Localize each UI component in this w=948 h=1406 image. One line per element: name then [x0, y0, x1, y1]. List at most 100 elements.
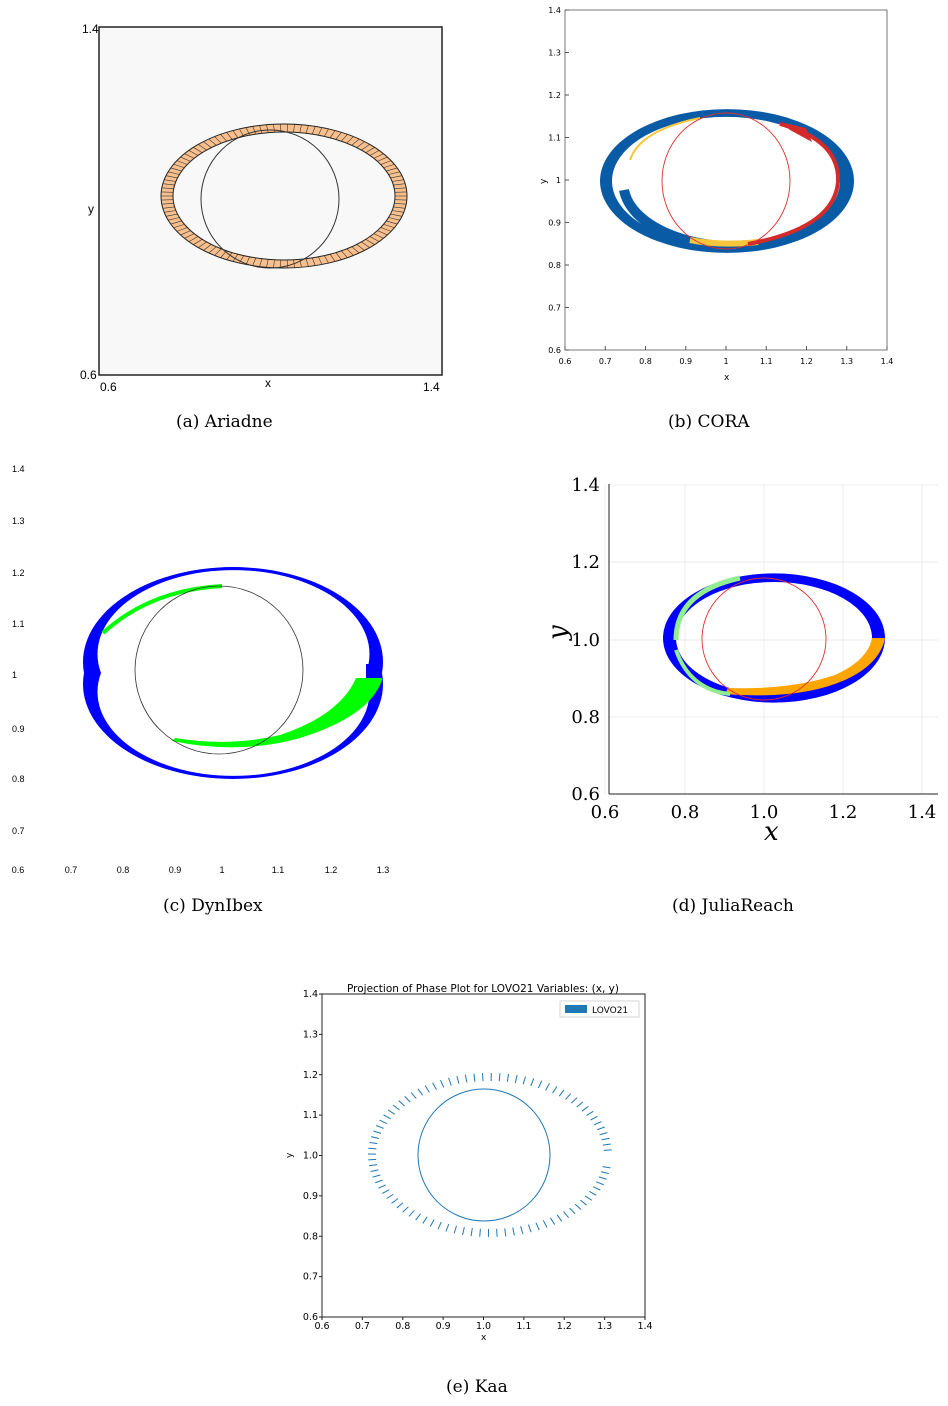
- kaa-reach-segment: [542, 1220, 548, 1228]
- julia-ytick-label: 1.2: [571, 552, 600, 573]
- kaa-reach-segment: [552, 1086, 558, 1094]
- ariadne-band-segment: [383, 163, 395, 169]
- cora-xtick-label: 0.9: [679, 357, 692, 366]
- kaa-reach-segment: [440, 1079, 445, 1088]
- cora-ylabel: y: [539, 178, 549, 184]
- kaa-reach-segment: [593, 1121, 602, 1126]
- ariadne-band-segment: [188, 150, 199, 156]
- kaa-reach-segment: [432, 1082, 437, 1090]
- cora-xtick-label: 1: [723, 357, 728, 366]
- ariadne-band-segment: [373, 153, 384, 159]
- kaa-ylabel: y: [285, 1152, 295, 1158]
- ariadne-band-segment: [170, 220, 182, 225]
- kaa-ticks: 0.6 0.7 0.8 0.9 1.0 1.1 1.2 1.3 1.4 0.6 0.7 0.8 0.9 1…: [303, 989, 653, 1332]
- kaa-ytick-label: 0.8: [303, 1231, 318, 1242]
- ariadne-band-segment: [245, 256, 250, 265]
- caption-a: (a) Ariadne: [176, 412, 273, 432]
- kaa-reach-segment: [590, 1115, 598, 1121]
- ariadne-plot-area: [98, 26, 443, 376]
- kaa-reach-segment: [448, 1077, 452, 1086]
- ariadne-band-segment: [198, 144, 207, 151]
- kaa-ytick-label: 0.6: [303, 1312, 318, 1323]
- ariadne-band-segment: [305, 258, 309, 267]
- cora-reference-circle: [661, 112, 791, 250]
- julia-reference-circle: [701, 577, 827, 701]
- ariadne-band-segment: [193, 147, 203, 153]
- ariadne-band-segment: [393, 183, 406, 186]
- kaa-reach-segment: [602, 1143, 611, 1146]
- ariadne-band-segment: [318, 127, 323, 136]
- kaa-reach-segment: [424, 1085, 430, 1093]
- kaa-reach-segment: [596, 1126, 605, 1131]
- julia-ytick-label: 1.0: [571, 630, 600, 651]
- kaa-reach-segment: [600, 1171, 609, 1175]
- kaa-reach-segment: [370, 1136, 379, 1139]
- kaa-reach-segment: [464, 1074, 468, 1083]
- ariadne-band-segment: [180, 230, 191, 236]
- ariadne-band-segment: [198, 241, 207, 248]
- ariadne-band-segment: [318, 256, 323, 265]
- kaa-reach-segment: [586, 1110, 594, 1116]
- ariadne-band-segment: [351, 138, 360, 146]
- kaa-reach-segment: [398, 1100, 405, 1107]
- ariadne-band-segment: [377, 156, 388, 162]
- kaa-reach-segment: [422, 1216, 428, 1224]
- ariadne-band-segment: [184, 153, 195, 159]
- julia-green-lower: [674, 649, 731, 696]
- kaa-reach-segment: [556, 1214, 563, 1222]
- chart-cora: 0.6 0.7 0.8 0.9 1 1.1 1.2 1.3 1.4 0.6 0.7 0.8 0.9 1 1.…: [539, 6, 893, 383]
- ariadne-band-segment: [193, 239, 203, 245]
- ariadne-band-segment: [208, 138, 217, 146]
- kaa-reach-segment: [369, 1141, 378, 1145]
- cora-ytick-label: 0.8: [548, 261, 561, 270]
- ariadne-band-segment: [335, 132, 342, 140]
- kaa-reach-segment: [571, 1097, 578, 1104]
- ariadne-band-segment: [392, 210, 404, 213]
- kaa-ytick-label: 1.2: [303, 1070, 318, 1081]
- ariadne-band-segment: [393, 206, 406, 209]
- kaa-reach-segment: [530, 1078, 535, 1087]
- dynibex-xtick-label: 0.7: [65, 865, 78, 875]
- dynibex-xtick-label: 1.1: [272, 865, 285, 875]
- ariadne-band-segment: [329, 254, 336, 262]
- kaa-reach-segment: [375, 1179, 383, 1184]
- chart-kaa: 0.6 0.7 0.8 0.9 1.0 1.1 1.2 1.3 1.4 0.6 0.7 0.8 0.9 1…: [285, 983, 653, 1343]
- kaa-reach-segment: [558, 1089, 565, 1097]
- ariadne-band-segment: [176, 227, 188, 232]
- ariadne-band-segment: [324, 128, 329, 137]
- dynibex-xtick-label: 0.6: [12, 865, 25, 875]
- kaa-xtick-label: 1.2: [557, 1321, 572, 1332]
- ariadne-band-segment: [164, 210, 176, 213]
- ariadne-band-segment: [162, 183, 175, 186]
- ariadne-band-segment: [361, 241, 370, 248]
- kaa-reach-segment: [601, 1137, 610, 1141]
- kaa-reach-segment: [437, 1221, 442, 1230]
- julia-xtick-label: 0.8: [671, 802, 700, 823]
- dynibex-ytick-label: 1.1: [12, 619, 25, 629]
- ariadne-band-segment: [232, 130, 239, 138]
- julia-reach-set-green: [673, 575, 741, 641]
- cora-xtick-label: 1.3: [840, 357, 853, 366]
- kaa-ytick-label: 1.1: [303, 1110, 318, 1121]
- kaa-reach-segment: [408, 1209, 415, 1217]
- cora-ytick-label: 0.6: [548, 346, 561, 355]
- julia-ytick-label: 1.4: [571, 475, 600, 496]
- cora-ytick-label: 1: [556, 176, 561, 185]
- ariadne-band-segment: [299, 259, 302, 268]
- ariadne-ytick-min: 0.6: [80, 368, 97, 382]
- kaa-ytick-label: 1.3: [303, 1029, 318, 1040]
- kaa-reach-segment: [378, 1184, 386, 1189]
- ariadne-band-segment: [329, 130, 336, 138]
- kaa-ytick-label: 0.9: [303, 1191, 318, 1202]
- dynibex-blue-end: [366, 664, 382, 678]
- kaa-title: Projection of Phase Plot for LOVO21 Vari…: [347, 983, 619, 995]
- kaa-reach-segment: [375, 1125, 384, 1129]
- kaa-reach-segment: [581, 1106, 589, 1112]
- kaa-reach-segment: [569, 1207, 576, 1215]
- julia-xtick-label: 1.4: [908, 802, 937, 823]
- kaa-reach-segment: [372, 1174, 381, 1178]
- dynibex-ytick-label: 0.9: [12, 724, 25, 734]
- ariadne-band-segment: [259, 125, 263, 134]
- ariadne-xtick-min: 0.6: [100, 380, 117, 394]
